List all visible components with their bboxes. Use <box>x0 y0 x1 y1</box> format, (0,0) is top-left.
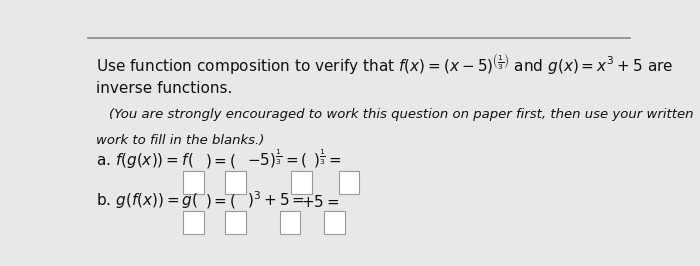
FancyBboxPatch shape <box>279 211 300 234</box>
Text: $)^{\frac{1}{3}} =$: $)^{\frac{1}{3}} =$ <box>313 147 342 170</box>
Text: Use function composition to verify that $f(x) = (x - 5)^{\left(\frac{1}{3}\right: Use function composition to verify that … <box>96 52 673 77</box>
Text: b. $g(f(x)) = g($: b. $g(f(x)) = g($ <box>96 191 198 210</box>
Text: $)^3 + 5 =$: $)^3 + 5 =$ <box>247 189 305 210</box>
Text: $) = ($: $) = ($ <box>204 152 236 170</box>
FancyBboxPatch shape <box>291 171 312 194</box>
Text: $-5)^{\frac{1}{3}} = ($: $-5)^{\frac{1}{3}} = ($ <box>247 147 307 170</box>
Text: inverse functions.: inverse functions. <box>96 81 232 96</box>
FancyBboxPatch shape <box>339 171 359 194</box>
Text: $+5 =$: $+5 =$ <box>301 194 340 210</box>
FancyBboxPatch shape <box>183 211 204 234</box>
FancyBboxPatch shape <box>225 171 246 194</box>
FancyBboxPatch shape <box>183 171 204 194</box>
FancyBboxPatch shape <box>324 211 344 234</box>
FancyBboxPatch shape <box>225 211 246 234</box>
Text: work to fill in the blanks.): work to fill in the blanks.) <box>96 134 264 147</box>
Text: a. $f(g(x)) = f($: a. $f(g(x)) = f($ <box>96 151 193 170</box>
Text: $) = ($: $) = ($ <box>204 192 236 210</box>
Text: (You are strongly encouraged to work this question on paper first, then use your: (You are strongly encouraged to work thi… <box>109 108 694 121</box>
